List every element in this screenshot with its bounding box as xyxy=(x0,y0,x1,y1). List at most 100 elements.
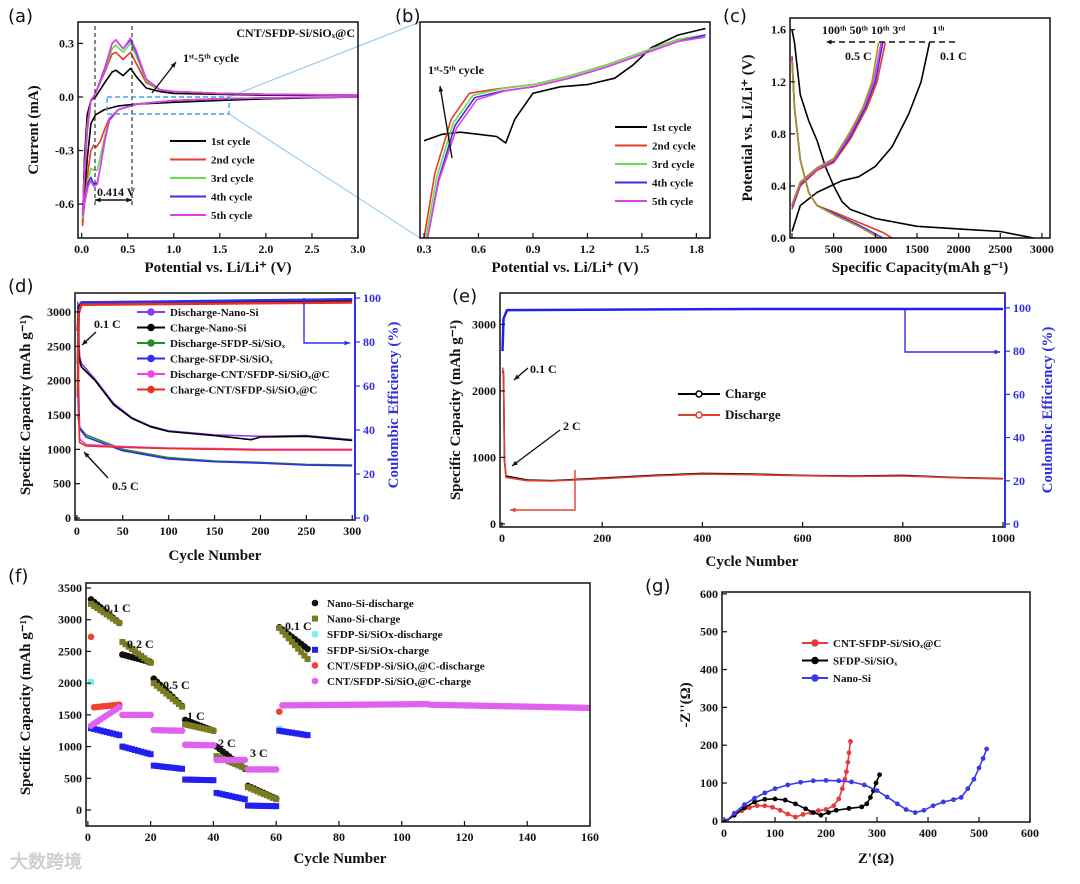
legend: Nano-Si-discharge Nano-Si-charge SFDP-Si/S… xyxy=(311,598,485,688)
y-tick-label: 3500 xyxy=(58,581,82,595)
legend-label: 4th cycle xyxy=(652,178,693,190)
y-tick-label: 1500 xyxy=(58,708,82,722)
annotation-arrow xyxy=(510,470,576,511)
data-point xyxy=(270,803,277,810)
x-tick-label: 2000 xyxy=(947,242,971,256)
series-3rd-charge-line xyxy=(791,42,887,210)
y-tick-label: -0.6 xyxy=(55,197,74,211)
zoom-guide-line xyxy=(228,21,421,98)
y-tick-label: 0 xyxy=(490,517,496,531)
x-tick-label: 1.8 xyxy=(689,242,704,256)
legend-label: Discharge-SFDP-Si/SiOₓ xyxy=(170,338,286,350)
series-100th-charge-line xyxy=(791,42,880,205)
data-point xyxy=(248,785,255,792)
legend-item: 5th cycle xyxy=(615,196,693,208)
data-point xyxy=(232,794,239,801)
data-point xyxy=(179,765,186,772)
y-tick-label: 1000 xyxy=(47,442,71,456)
data-point xyxy=(88,678,95,685)
x-tick-label: 250 xyxy=(297,524,315,538)
data-point xyxy=(188,776,195,783)
y-tick-label: -0.3 xyxy=(55,144,74,158)
data-point xyxy=(282,631,289,638)
data-point xyxy=(777,807,783,813)
series-charge-nano-si-line xyxy=(77,318,353,442)
data-point xyxy=(200,776,207,783)
data-point xyxy=(144,657,151,664)
panel-letter: (f) xyxy=(8,566,28,587)
legend: Discharge-Nano-Si Charge-Nano-Si Discharge… xyxy=(137,307,329,397)
y2-tick-label: 0 xyxy=(363,511,369,525)
x-tick-label: 0.5 xyxy=(120,242,135,256)
data-point xyxy=(157,763,164,770)
y-tick-label: 2500 xyxy=(58,644,82,658)
data-point xyxy=(257,789,264,796)
x-axis-label: Cycle Number xyxy=(294,851,387,867)
legend-label: 1st cycle xyxy=(211,136,251,148)
arrow-head xyxy=(438,86,444,92)
legend-item: Nano-Si xyxy=(802,673,871,685)
data-point xyxy=(288,638,295,645)
data-point xyxy=(845,759,851,765)
data-point xyxy=(849,779,854,785)
legend-label: CNT/SFDP-Si/SiOₓ@C-discharge xyxy=(327,660,485,672)
arrow-head xyxy=(344,340,350,346)
legend-item: Nano-Si-discharge xyxy=(311,598,414,610)
data-point xyxy=(125,643,132,650)
data-point xyxy=(103,611,110,618)
annotation-label: 0.5 C xyxy=(112,479,139,493)
legend-marker xyxy=(695,411,703,419)
data-point xyxy=(762,796,768,802)
y2-tick-label: 100 xyxy=(363,291,381,305)
legend: CNT-SFDP-Si/SiOₓ@C SFDP-Si/SiOₓ Nano-Si xyxy=(802,638,941,685)
data-point xyxy=(172,765,179,772)
data-point xyxy=(980,756,986,761)
y-tick-label: 1.6 xyxy=(771,23,786,37)
panel-b: (b) 0.3 0.6 0.9 1.2 1.5 1.8 Potential vs. Li/Li… xyxy=(395,6,711,276)
data-point xyxy=(169,764,176,771)
data-point xyxy=(235,794,242,801)
data-point xyxy=(770,804,775,810)
data-point xyxy=(97,727,104,734)
series-50th-charge-line xyxy=(791,42,882,206)
legend-item: 3rd cycle xyxy=(170,173,254,185)
plot-frame xyxy=(85,582,591,827)
x-tick-label: 160 xyxy=(581,830,599,844)
data-point xyxy=(175,765,182,772)
data-point xyxy=(175,701,182,708)
data-point xyxy=(298,731,305,738)
data-point xyxy=(273,803,280,810)
data-point xyxy=(965,786,971,792)
data-point xyxy=(818,812,824,818)
arrow-head xyxy=(84,452,90,458)
annotation-label: 0.1 C xyxy=(530,362,557,376)
panel-a: (a) 0.0 0.5 1.0 1.5 2.0 2.5 3.0 -0.6 -0.3 0.0 0.3 Po… xyxy=(8,6,366,276)
data-point xyxy=(971,776,977,782)
data-point xyxy=(263,792,270,799)
y-tick-label: 3000 xyxy=(58,613,82,627)
legend-label: Charge-SFDP-Si/SiOₓ xyxy=(170,354,274,366)
data-point xyxy=(260,790,267,797)
data-point xyxy=(304,645,311,653)
x-tick-label: 2.0 xyxy=(258,242,273,256)
legend-item: CNT/SFDP-Si/SiOₓ@C-discharge xyxy=(311,660,485,672)
y-tick-label: 0.3 xyxy=(59,36,74,50)
legend-item: Discharge-SFDP-Si/SiOₓ xyxy=(137,338,286,350)
data-point xyxy=(153,762,160,769)
x-tick-label: 1.2 xyxy=(580,242,595,256)
legend-item: 5th cycle xyxy=(170,210,252,222)
x-axis-label: Z'(Ω) xyxy=(858,851,894,867)
legend-label: 2nd cycle xyxy=(211,155,255,167)
data-point xyxy=(138,748,145,755)
series-10th-discharge-line xyxy=(791,58,884,238)
x-tick-label: 3000 xyxy=(1030,242,1054,256)
data-point xyxy=(282,728,289,735)
data-point xyxy=(128,645,135,652)
plot-frame xyxy=(721,591,1031,823)
y-axis-label: Specific Capacity (mAh g⁻¹) xyxy=(18,315,34,495)
panel-c: (c) 0 500 1000 1500 2000 2500 3000 0.0 0.4 0.8 1.2 1… xyxy=(723,6,1054,276)
x-tick-label: 3.0 xyxy=(351,242,366,256)
data-point xyxy=(207,777,214,784)
y2-tick-label: 0 xyxy=(1013,517,1019,531)
